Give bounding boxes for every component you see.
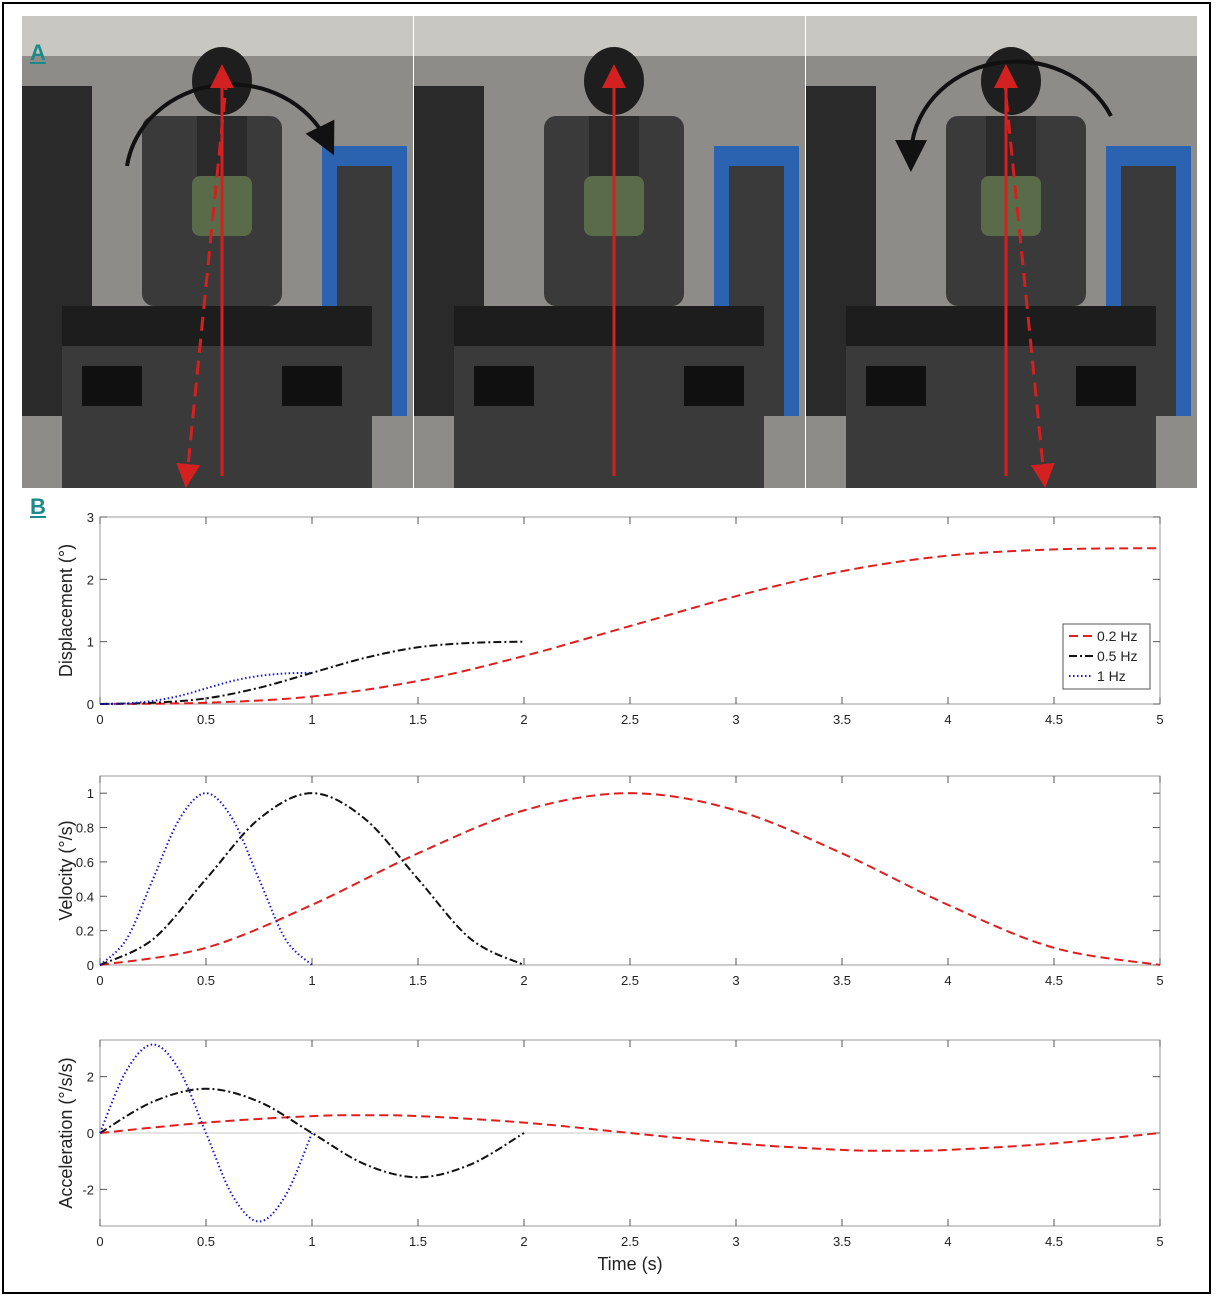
- series-line-0-5-hz: [99, 640, 525, 705]
- plot-area: [99, 516, 1161, 705]
- x-tick-label: 3.5: [833, 973, 851, 988]
- plot-area: [99, 775, 1161, 966]
- rotation-arrow-counterclockwise-icon: [895, 59, 1113, 172]
- y-axis-label: Displacement (°): [56, 544, 76, 677]
- chart-2: 0 0.5 1 1.5 2 2.5 3 3.5 4 4.5 5 0 0.2 0.4 0.6 0.8 1 Veloc…: [56, 775, 1164, 988]
- x-tick-label: 5: [1156, 1234, 1163, 1249]
- y-tick-label: 2: [87, 572, 94, 587]
- head-axis-dashed-arrow-icon: [176, 75, 229, 488]
- x-tick-label: 1: [308, 712, 315, 727]
- panel-label-b: B: [30, 494, 46, 519]
- x-tick-label: 1: [308, 1234, 315, 1249]
- x-tick-label: 2: [520, 973, 527, 988]
- y-tick-label: 0.4: [76, 889, 94, 904]
- series-line-0-5-hz: [99, 1087, 525, 1179]
- y-tick-label: 2: [87, 1070, 94, 1085]
- x-tick-label: 0.5: [197, 973, 215, 988]
- x-tick-label: 3: [732, 712, 739, 727]
- photo-tilt-right: [22, 16, 413, 488]
- legend-entry: 1 Hz: [1097, 668, 1126, 684]
- x-tick-label: 1: [308, 973, 315, 988]
- series-line-1-hz: [99, 1043, 313, 1223]
- y-tick-label: 0.8: [76, 821, 94, 836]
- x-tick-label: 1.5: [409, 1234, 427, 1249]
- chart-3: 0 0.5 1 1.5 2 2.5 3 3.5 4 4.5 5 -2 0 2 Acceleration (°…: [56, 1039, 1164, 1274]
- x-tick-label: 1.5: [409, 973, 427, 988]
- x-tick-label: 4.5: [1045, 712, 1063, 727]
- y-tick-label: 3: [87, 510, 94, 525]
- panel-label-a: A: [30, 40, 46, 65]
- x-tick-label: 0: [96, 1234, 103, 1249]
- x-tick-label: 4.5: [1045, 1234, 1063, 1249]
- x-tick-label: 2: [520, 712, 527, 727]
- x-tick-label: 4.5: [1045, 973, 1063, 988]
- x-tick-label: 1.5: [409, 712, 427, 727]
- series-line-0-2-hz: [99, 547, 1161, 705]
- legend-box: [1062, 623, 1151, 690]
- x-axis-label: Time (s): [597, 1254, 662, 1274]
- y-tick-label: 0: [87, 958, 94, 973]
- y-tick-label: 0.6: [76, 855, 94, 870]
- x-tick-label: 2: [520, 1234, 527, 1249]
- x-tick-label: 2.5: [621, 712, 639, 727]
- y-axis-label: Acceleration (°/s/s): [56, 1057, 76, 1208]
- x-tick-label: 0: [96, 973, 103, 988]
- y-tick-label: 0: [87, 1126, 94, 1141]
- x-tick-label: 3: [732, 973, 739, 988]
- y-axis-label: Velocity (°/s): [56, 820, 76, 920]
- series-line-0-5-hz: [99, 792, 525, 966]
- series-line-0-2-hz: [99, 1114, 1161, 1152]
- x-tick-label: 5: [1156, 973, 1163, 988]
- x-tick-label: 3.5: [833, 712, 851, 727]
- series-line-1-hz: [99, 792, 313, 966]
- y-tick-label: 1: [87, 635, 94, 650]
- x-tick-label: 4: [944, 973, 951, 988]
- series-line-0-2-hz: [99, 792, 1161, 966]
- y-tick-label: -2: [82, 1182, 94, 1197]
- x-tick-label: 4: [944, 712, 951, 727]
- y-tick-label: 0: [87, 697, 94, 712]
- photo-strip: [22, 16, 1197, 488]
- x-tick-label: 0: [96, 712, 103, 727]
- x-tick-label: 2.5: [621, 1234, 639, 1249]
- chart-1: 0 0.5 1 1.5 2 2.5 3 3.5 4 4.5 5 0 1 2 3 Displacement (°…: [56, 510, 1164, 727]
- x-tick-label: 0.5: [197, 1234, 215, 1249]
- legend: 0.2 Hz 0.5 Hz 1 Hz: [1062, 623, 1151, 690]
- series-line-1-hz: [99, 671, 313, 705]
- x-tick-label: 0.5: [197, 712, 215, 727]
- x-tick-label: 5: [1156, 712, 1163, 727]
- legend-entry: 0.5 Hz: [1097, 648, 1137, 664]
- y-tick-label: 0.2: [76, 924, 94, 939]
- x-tick-label: 2.5: [621, 973, 639, 988]
- legend-entry: 0.2 Hz: [1097, 628, 1137, 644]
- y-tick-label: 1: [87, 786, 94, 801]
- head-axis-dashed-arrow-icon: [1002, 75, 1055, 488]
- photo-tilt-left: [806, 16, 1197, 488]
- x-tick-label: 3.5: [833, 1234, 851, 1249]
- photo-upright: [414, 16, 805, 488]
- x-tick-label: 4: [944, 1234, 951, 1249]
- x-tick-label: 3: [732, 1234, 739, 1249]
